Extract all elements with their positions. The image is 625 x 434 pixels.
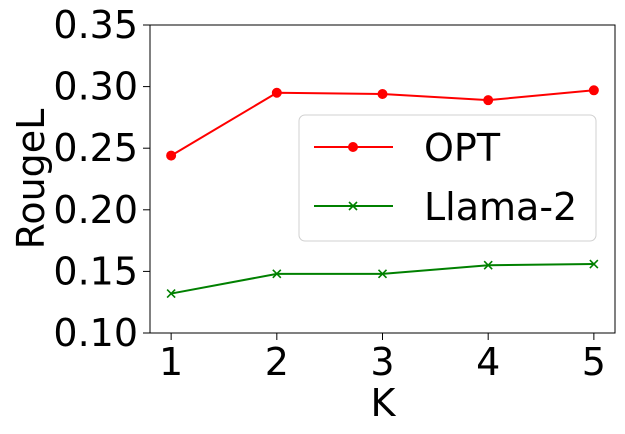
x-axis-label: K [371, 381, 397, 425]
data-point-llama-2 [483, 260, 493, 270]
marker-stroke [272, 269, 282, 279]
data-point-llama-2 [377, 269, 388, 279]
x-tick-label: 5 [582, 340, 606, 384]
marker-stroke [348, 201, 358, 211]
marker-stroke [166, 289, 176, 299]
data-point-llama-2 [272, 269, 282, 279]
x-tick-label: 4 [476, 340, 500, 384]
y-tick-label: 0.20 [53, 188, 138, 232]
data-point-opt [377, 88, 388, 99]
x-axis: 1 2 3 4 5 [159, 333, 606, 384]
legend-marker-llama-2 [348, 201, 358, 211]
plot-series [166, 85, 599, 299]
y-tick-label: 0.30 [53, 65, 138, 109]
data-point-opt [588, 85, 599, 96]
y-axis-label: RougeL [9, 109, 53, 250]
data-point-llama-2 [589, 259, 599, 269]
x-tick-label: 2 [265, 340, 289, 384]
marker-stroke [589, 259, 599, 269]
y-tick-label: 0.35 [53, 3, 138, 47]
legend-label-llama-2: Llama-2 [424, 185, 577, 229]
data-point-opt [483, 95, 494, 106]
y-tick-label: 0.10 [53, 311, 138, 355]
marker-stroke [483, 260, 493, 270]
x-tick-label: 1 [159, 340, 183, 384]
marker-stroke [377, 269, 388, 279]
series-line-llama-2 [170, 263, 594, 295]
y-tick-label: 0.15 [53, 249, 138, 293]
x-tick-label: 3 [370, 340, 394, 384]
data-point-llama-2 [166, 289, 176, 299]
legend-marker-opt [348, 142, 358, 152]
plot-frame [149, 24, 616, 334]
legend: OPT Llama-2 [298, 114, 597, 242]
y-axis: 0.10 0.15 0.20 0.25 0.30 0.35 [53, 3, 150, 355]
legend-label-opt: OPT [424, 126, 501, 170]
data-point-opt [271, 87, 282, 98]
data-point-opt [166, 150, 177, 161]
y-tick-label: 0.25 [53, 126, 138, 170]
